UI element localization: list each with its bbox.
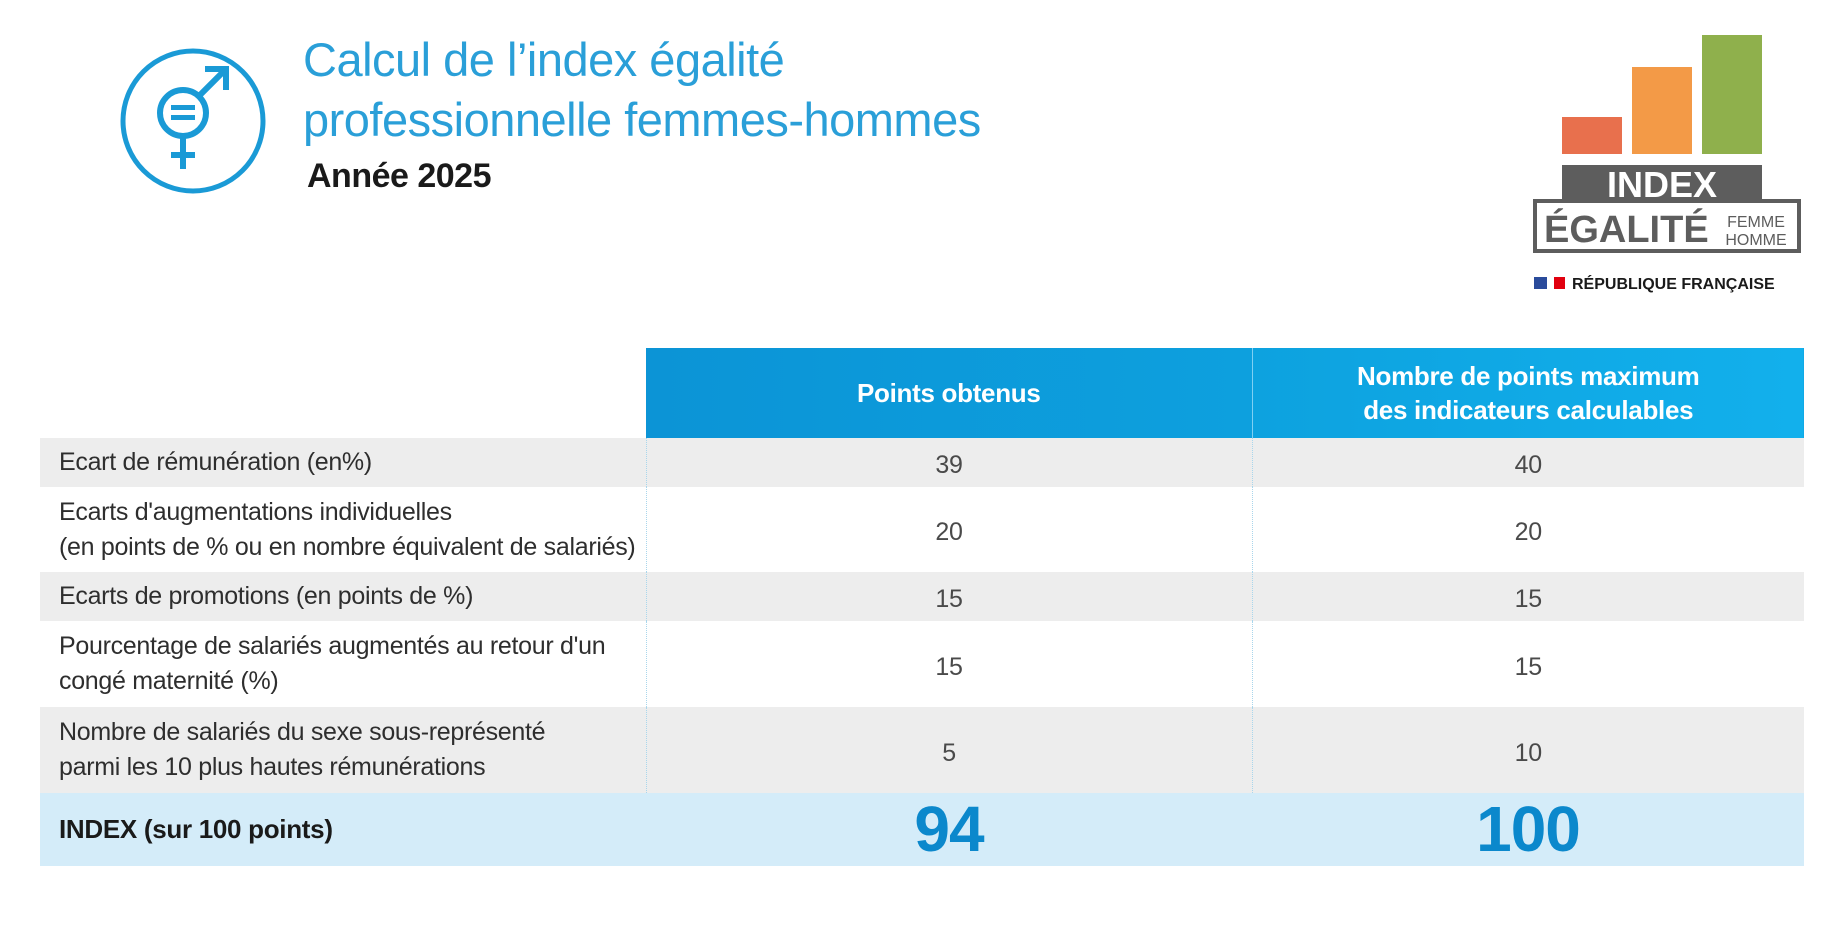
page-title-line-1: Calcul de l’index égalité	[303, 33, 785, 86]
logo-egalite-text: ÉGALITÉ	[1544, 207, 1709, 251]
row-max: 10	[1251, 707, 1804, 793]
row-label: Pourcentage de salariés augmentés au ret…	[40, 621, 646, 707]
page-title-line-2: professionnelle femmes-hommes	[303, 93, 981, 146]
total-row: INDEX (sur 100 points) 94 100	[40, 793, 1804, 866]
row-points: 20	[645, 487, 1252, 572]
logo-bar-small	[1562, 117, 1622, 154]
row-points: 15	[645, 572, 1252, 621]
row-label-line-1: Ecart de rémunération (en%)	[59, 448, 372, 476]
row-label-line-2: parmi les 10 plus hautes rémunérations	[59, 753, 486, 781]
table-row: Ecarts de promotions (en points de %) 15…	[40, 572, 1804, 621]
total-max: 100	[1252, 793, 1804, 866]
index-table: Points obtenus Nombre de points maximum …	[40, 348, 1804, 866]
logo-bar-large	[1702, 35, 1762, 154]
row-label-line-1: Ecarts d'augmentations individuelles	[59, 497, 452, 526]
row-label-line-1: Pourcentage de salariés augmentés au ret…	[59, 632, 606, 660]
header-points-obtenus: Points obtenus	[646, 348, 1252, 438]
header-points-maximum: Nombre de points maximum des indicateurs…	[1251, 348, 1804, 438]
year-label: Année 2025	[307, 157, 492, 195]
logo-femme-text: FEMME	[1727, 214, 1785, 231]
total-label: INDEX (sur 100 points)	[40, 793, 646, 866]
row-label: Ecarts de promotions (en points de %)	[40, 572, 646, 621]
table-row: Pourcentage de salariés augmentés au ret…	[40, 621, 1804, 707]
row-label-line-2: congé maternité (%)	[59, 667, 279, 695]
header-max-line-1: Nombre de points maximum	[1357, 361, 1700, 391]
gender-equality-icon	[120, 48, 266, 194]
row-max: 15	[1251, 621, 1804, 707]
index-egalite-logo: INDEX ÉGALITÉ FEMME HOMME RÉPUBLIQUE FRA…	[1533, 35, 1801, 293]
logo-republique-text: RÉPUBLIQUE FRANÇAISE	[1572, 274, 1775, 293]
table-row: Ecarts d'augmentations individuelles (en…	[40, 487, 1804, 572]
logo-index-text: INDEX	[1607, 164, 1717, 205]
logo-homme-text: HOMME	[1725, 232, 1786, 249]
row-max: 40	[1251, 438, 1804, 487]
row-label: Ecart de rémunération (en%)	[40, 438, 646, 487]
row-label-line-1: Ecarts de promotions (en points de %)	[59, 582, 474, 610]
table-row: Nombre de salariés du sexe sous-représen…	[40, 707, 1804, 793]
row-points: 5	[645, 707, 1252, 793]
row-points: 39	[645, 438, 1252, 487]
table-header-row: Points obtenus Nombre de points maximum …	[40, 348, 1804, 438]
logo-bar-medium	[1632, 67, 1692, 154]
row-points: 15	[645, 621, 1252, 707]
row-max: 20	[1251, 487, 1804, 572]
row-label-line-1: Nombre de salariés du sexe sous-représen…	[59, 718, 546, 746]
row-max: 15	[1251, 572, 1804, 621]
header-empty-cell	[40, 348, 646, 438]
row-label: Ecarts d'augmentations individuelles (en…	[40, 487, 646, 572]
table-row: Ecart de rémunération (en%) 39 40	[40, 438, 1804, 487]
row-label-line-2: (en points de % ou en nombre équivalent …	[59, 532, 636, 561]
flag-icon	[1534, 277, 1547, 289]
header-max-line-2: des indicateurs calculables	[1363, 395, 1694, 425]
row-label: Nombre de salariés du sexe sous-représen…	[40, 707, 646, 793]
total-points: 94	[646, 793, 1252, 866]
